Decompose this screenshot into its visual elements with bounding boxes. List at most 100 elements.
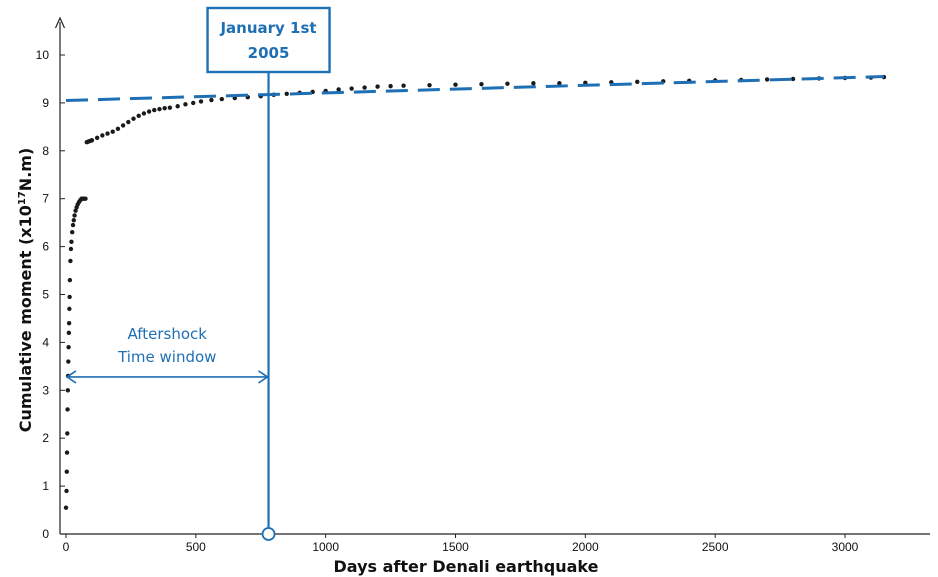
x-tick-label: 3000 — [832, 540, 859, 554]
y-axis-title-exponent: 17 — [17, 191, 28, 205]
y-tick-label: 1 — [42, 479, 49, 493]
aftershock-label-line2: Time window — [117, 348, 216, 366]
data-point — [115, 126, 121, 131]
data-point — [635, 79, 640, 85]
y-tick-label: 6 — [42, 240, 49, 254]
x-tick-label: 500 — [186, 540, 206, 554]
y-axis-title-unit: N.m) — [16, 148, 35, 191]
data-point — [136, 113, 141, 119]
x-ticks: 0 500 1000 1500 2000 2500 3000 — [63, 534, 859, 554]
data-point — [72, 213, 77, 218]
y-tick-label: 5 — [42, 288, 49, 302]
y-tick-label: 4 — [42, 335, 49, 349]
callout-box — [206, 6, 331, 74]
data-point — [362, 85, 367, 90]
data-point — [167, 105, 173, 110]
data-point — [505, 81, 510, 86]
data-point — [100, 133, 105, 138]
data-point — [64, 488, 69, 494]
aftershock-label-line1: Aftershock — [128, 325, 208, 343]
data-point — [375, 84, 380, 89]
x-tick-label: 1500 — [442, 540, 469, 554]
data-point — [64, 469, 69, 474]
arrow-left-icon — [65, 370, 77, 384]
data-point — [162, 105, 167, 111]
data-point — [66, 359, 71, 364]
data-point — [66, 344, 71, 350]
data-point — [336, 87, 341, 92]
data-point — [110, 129, 115, 134]
data-point — [69, 239, 74, 245]
data-point — [67, 294, 72, 300]
data-point — [105, 131, 110, 136]
data-point — [65, 388, 71, 393]
data-point — [219, 96, 224, 102]
callout-label-line1: January 1st — [219, 19, 316, 37]
callout-label-line2: 2005 — [248, 44, 290, 62]
data-point — [70, 230, 75, 235]
y-ticks: 0 1 2 3 4 5 6 7 8 9 10 — [36, 48, 65, 541]
data-points — [63, 74, 887, 510]
y-tick-label: 0 — [42, 527, 49, 541]
data-point — [66, 330, 72, 336]
data-point — [68, 258, 73, 264]
arrow-right-icon — [258, 370, 269, 384]
data-point — [141, 111, 147, 116]
data-point — [146, 109, 152, 114]
data-point — [557, 81, 562, 86]
data-point — [120, 123, 126, 128]
data-point — [175, 104, 180, 109]
data-point — [157, 106, 162, 112]
y-tick-label: 2 — [42, 431, 49, 445]
data-point — [67, 277, 73, 283]
data-point — [479, 82, 484, 87]
data-point — [198, 99, 204, 104]
data-point — [94, 135, 100, 141]
data-point — [70, 222, 76, 228]
data-point — [64, 450, 70, 455]
y-tick-label: 3 — [42, 383, 49, 397]
y-axis-title: Cumulative moment (x1017N.m) — [16, 148, 35, 433]
data-point — [126, 119, 131, 125]
data-point — [764, 77, 770, 82]
data-point — [388, 83, 393, 89]
data-point — [209, 97, 214, 103]
axes: 0 500 1000 1500 2000 2500 3000 0 1 2 3 4 5 6 7 8 9 10 — [36, 16, 930, 554]
data-point — [73, 208, 78, 213]
data-point — [68, 246, 74, 252]
data-point — [66, 321, 72, 326]
data-point — [284, 91, 289, 96]
data-point — [63, 505, 69, 510]
data-point — [89, 138, 95, 143]
data-point — [67, 306, 72, 312]
x-tick-label: 1000 — [312, 540, 339, 554]
data-point — [427, 82, 432, 88]
y-axis-title-main: Cumulative moment (x10 — [16, 205, 35, 432]
data-point — [531, 81, 536, 86]
data-point — [83, 196, 88, 201]
data-point — [453, 82, 458, 87]
data-point — [349, 86, 354, 91]
january-2005-callout: January 1st 2005 — [206, 6, 331, 541]
x-tick-label: 0 — [63, 540, 70, 554]
aftershock-window: Aftershock Time window — [65, 325, 269, 384]
y-tick-label: 8 — [42, 144, 49, 158]
data-point — [183, 102, 188, 107]
data-point — [790, 76, 796, 82]
data-point — [71, 218, 76, 223]
data-point — [191, 100, 196, 106]
y-tick-label: 7 — [42, 192, 49, 206]
y-tick-label: 10 — [36, 48, 50, 62]
callout-circle-icon — [261, 527, 276, 541]
x-tick-label: 2000 — [572, 540, 599, 554]
data-point — [131, 116, 136, 121]
y-tick-label: 9 — [42, 96, 49, 110]
x-tick-label: 2500 — [702, 540, 729, 554]
data-point — [152, 107, 157, 113]
data-point — [401, 83, 406, 88]
data-point — [65, 431, 70, 436]
y-axis-arrow-icon — [54, 16, 66, 29]
x-axis-title: Days after Denali earthquake — [334, 557, 599, 576]
trend-line — [65, 75, 884, 103]
